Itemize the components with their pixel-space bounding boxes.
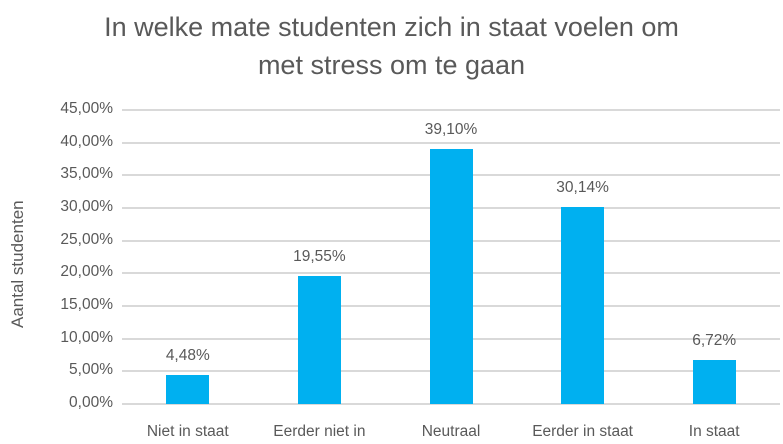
bar <box>297 276 341 404</box>
data-label: 6,72% <box>692 332 737 350</box>
bar <box>429 148 473 404</box>
plot-area: 4,48% 19,55% 39,10% 30,14% 6,72% <box>122 109 780 405</box>
x-tick-label: In staat <box>688 423 740 440</box>
y-tick-label: 10,00% <box>60 328 113 346</box>
x-tick-label: Neutraal <box>421 423 481 440</box>
chart-title-line-1: In welke mate studenten zich in staat vo… <box>104 12 679 42</box>
y-tick-label: 40,00% <box>60 132 113 150</box>
chart-title-line-2: met stress om te gaan <box>257 50 526 80</box>
chart-title: In welke mate studenten zich in staat vo… <box>0 8 783 84</box>
y-tick-label: 45,00% <box>60 100 113 117</box>
bar <box>561 207 605 404</box>
x-tick-label: Eerder niet in <box>273 423 366 440</box>
y-tick-label: 5,00% <box>69 361 113 379</box>
y-tick-label: 35,00% <box>60 165 113 183</box>
data-label: 4,48% <box>165 346 210 364</box>
y-tick-label: 15,00% <box>60 296 113 313</box>
bar <box>166 374 210 404</box>
data-label: 39,10% <box>424 120 478 138</box>
gridline <box>122 109 780 111</box>
gridline <box>122 403 780 405</box>
gridline <box>122 141 780 144</box>
data-label: 30,14% <box>556 179 609 197</box>
y-tick-label: 25,00% <box>60 230 113 248</box>
y-tick-label: 30,00% <box>60 198 113 215</box>
data-label: 19,55% <box>293 248 346 266</box>
bar <box>692 360 736 404</box>
y-tick-label: 0,00% <box>69 394 113 411</box>
x-tick-label: Eerder in staat <box>532 423 633 440</box>
y-tick-label: 20,00% <box>60 263 113 281</box>
x-tick-label: Niet in staat <box>146 423 229 440</box>
